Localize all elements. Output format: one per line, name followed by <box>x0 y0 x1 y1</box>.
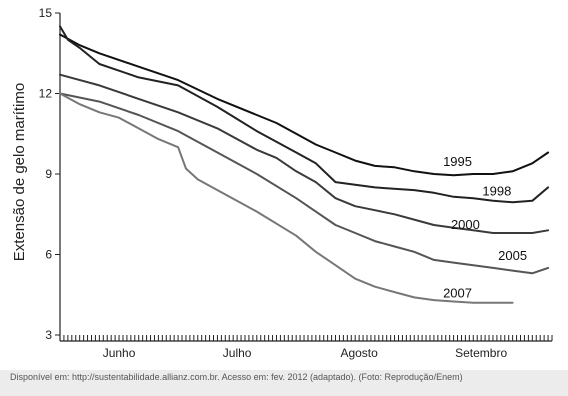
series-line-2000 <box>59 73 550 234</box>
series-line-1998 <box>59 25 550 204</box>
y-tick-label: 6 <box>45 248 52 262</box>
series-label-1998: 1998 <box>482 183 511 198</box>
series-label-2000: 2000 <box>451 217 480 232</box>
source-caption-bar: Disponível em: http://sustentabilidade.a… <box>0 370 568 396</box>
series-line-2007 <box>59 92 514 304</box>
x-axis-ticks <box>59 335 553 341</box>
axes <box>59 13 552 342</box>
series-line-1995 <box>59 33 550 177</box>
y-tick-label: 3 <box>45 328 52 342</box>
x-tick-label: Setembro <box>455 346 507 360</box>
x-tick-label: Julho <box>223 346 252 360</box>
series-label-2007: 2007 <box>443 285 472 300</box>
y-axis-title: Extensão de gelo marítimo <box>11 83 28 261</box>
x-tick-label: Junho <box>103 346 136 360</box>
x-tick-label: Agosto <box>340 346 378 360</box>
series-lines <box>59 25 550 304</box>
chart-area: Extensão de gelo marítimo 3 6 9 12 15 Junho J… <box>11 6 553 360</box>
series-labels: 1995 1998 2000 2005 2007 <box>443 154 527 300</box>
y-tick-label: 12 <box>39 87 53 101</box>
series-label-2005: 2005 <box>498 248 527 263</box>
series-line-2005 <box>59 92 550 275</box>
series-label-1995: 1995 <box>443 154 472 169</box>
y-axis-ticks: 3 6 9 12 15 <box>39 6 60 342</box>
y-tick-label: 15 <box>39 6 53 20</box>
y-tick-label: 9 <box>45 167 52 181</box>
x-axis-labels: Junho Julho Agosto Setembro <box>103 346 508 360</box>
source-caption: Disponível em: http://sustentabilidade.a… <box>10 372 463 382</box>
